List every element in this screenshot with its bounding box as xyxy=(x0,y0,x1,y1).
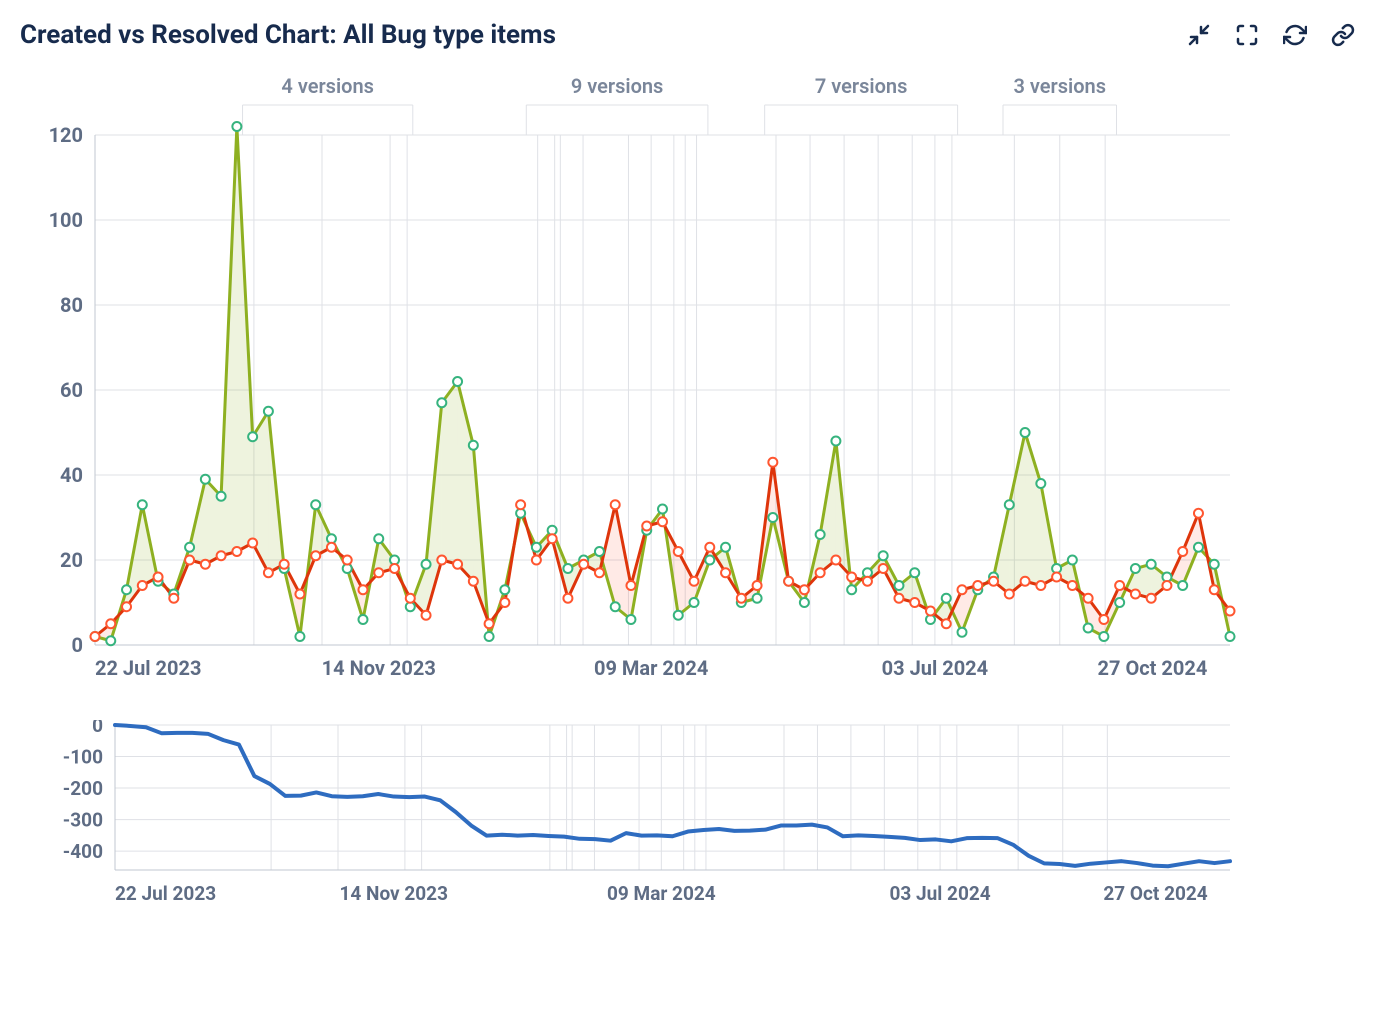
svg-text:100: 100 xyxy=(49,208,83,232)
svg-text:03 Jul 2024: 03 Jul 2024 xyxy=(890,882,991,905)
svg-text:09 Mar 2024: 09 Mar 2024 xyxy=(594,656,708,680)
svg-text:27 Oct 2024: 27 Oct 2024 xyxy=(1103,882,1207,905)
svg-text:-100: -100 xyxy=(63,746,103,769)
svg-text:9 versions: 9 versions xyxy=(571,74,664,98)
svg-text:27 Oct 2024: 27 Oct 2024 xyxy=(1098,656,1208,680)
fullscreen-icon[interactable] xyxy=(1234,22,1260,48)
link-icon[interactable] xyxy=(1330,22,1356,48)
svg-text:20: 20 xyxy=(60,548,83,572)
svg-text:22 Jul 2023: 22 Jul 2023 xyxy=(95,656,201,680)
svg-text:4 versions: 4 versions xyxy=(281,74,374,98)
svg-text:60: 60 xyxy=(60,378,83,402)
trend-chart: 0 -100 -200 -300 -400 22 Jul 2023 14 Nov 2023 0… xyxy=(20,720,1250,915)
svg-text:0: 0 xyxy=(72,633,83,657)
minimize-icon[interactable] xyxy=(1186,22,1212,48)
svg-text:40: 40 xyxy=(60,463,83,487)
svg-text:14 Nov 2023: 14 Nov 2023 xyxy=(340,882,448,905)
svg-text:-400: -400 xyxy=(63,840,103,863)
svg-text:7 versions: 7 versions xyxy=(815,74,908,98)
svg-text:-300: -300 xyxy=(63,809,103,832)
toolbar xyxy=(1186,22,1356,48)
svg-text:0: 0 xyxy=(92,720,103,737)
chart-title: Created vs Resolved Chart: All Bug type … xyxy=(20,20,556,50)
svg-text:22 Jul 2023: 22 Jul 2023 xyxy=(115,882,216,905)
svg-text:03 Jul 2024: 03 Jul 2024 xyxy=(882,656,988,680)
main-chart: 4 versions 9 versions 7 versions 3 versions… xyxy=(20,70,1250,690)
svg-text:3 versions: 3 versions xyxy=(1014,74,1107,98)
svg-text:09 Mar 2024: 09 Mar 2024 xyxy=(607,882,716,905)
svg-text:120: 120 xyxy=(49,123,83,147)
svg-text:-200: -200 xyxy=(63,777,103,800)
refresh-icon[interactable] xyxy=(1282,22,1308,48)
svg-text:80: 80 xyxy=(60,293,83,317)
svg-text:14 Nov 2023: 14 Nov 2023 xyxy=(322,656,436,680)
